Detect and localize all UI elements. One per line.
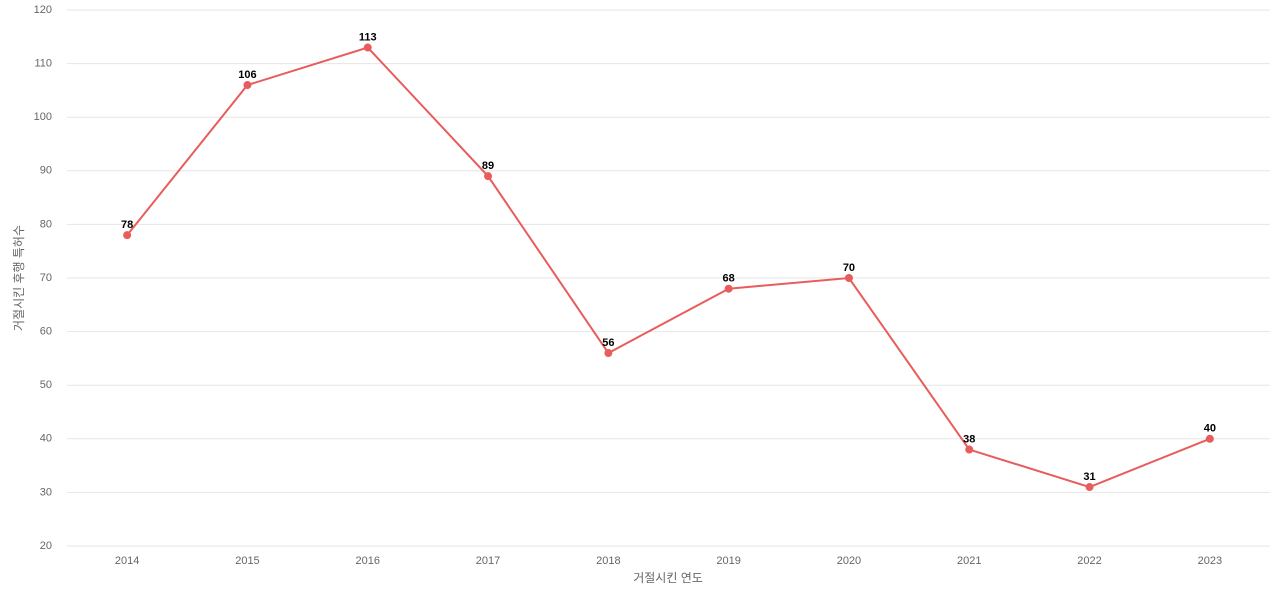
point [123,231,132,240]
x-tick-label: 2022 [1077,555,1101,567]
y-tick-label: 60 [40,326,52,338]
y-tick-label: 100 [34,111,52,123]
y-tick-label: 20 [40,540,52,552]
y-tick-label: 110 [34,58,52,70]
point [363,43,372,52]
y-tick-label: 70 [40,272,52,284]
x-tick-label: 2014 [115,555,139,567]
point [965,445,974,454]
y-tick-label: 30 [40,486,52,498]
x-tick-label: 2017 [476,555,500,567]
x-tick-label: 2021 [957,555,981,567]
value-label: 106 [238,69,256,81]
x-tick-label: 2015 [235,555,259,567]
value-label: 113 [359,31,377,43]
x-tick-label: 2018 [596,555,620,567]
x-tick-label: 2020 [837,555,861,567]
point [604,349,613,358]
value-label: 31 [1083,471,1095,483]
point [1205,434,1214,443]
x-tick-label: 2019 [716,555,740,567]
line [126,46,1211,489]
value-label: 40 [1204,423,1216,435]
value-label: 68 [723,273,735,285]
y-tick-label: 50 [40,379,52,391]
point [844,274,853,282]
y-tick-label: 40 [40,433,52,445]
y-tick-label: 90 [40,165,52,177]
y-axis-title: 거절시킨 후행 특허수 [11,225,26,331]
value-label: 38 [963,433,975,445]
value-label: 78 [121,219,133,231]
point [1085,483,1094,492]
point [484,172,493,181]
point [724,284,733,293]
x-axis-title: 거절시킨 연도 [633,571,703,585]
value-label: 56 [602,337,614,349]
value-label: 89 [482,160,494,172]
point [243,81,252,90]
x-tick-label: 2023 [1198,555,1222,567]
value-label: 70 [843,262,855,274]
y-tick-label: 80 [40,218,52,230]
y-tick-label: 120 [34,4,52,16]
x-tick-label: 2016 [356,555,380,567]
